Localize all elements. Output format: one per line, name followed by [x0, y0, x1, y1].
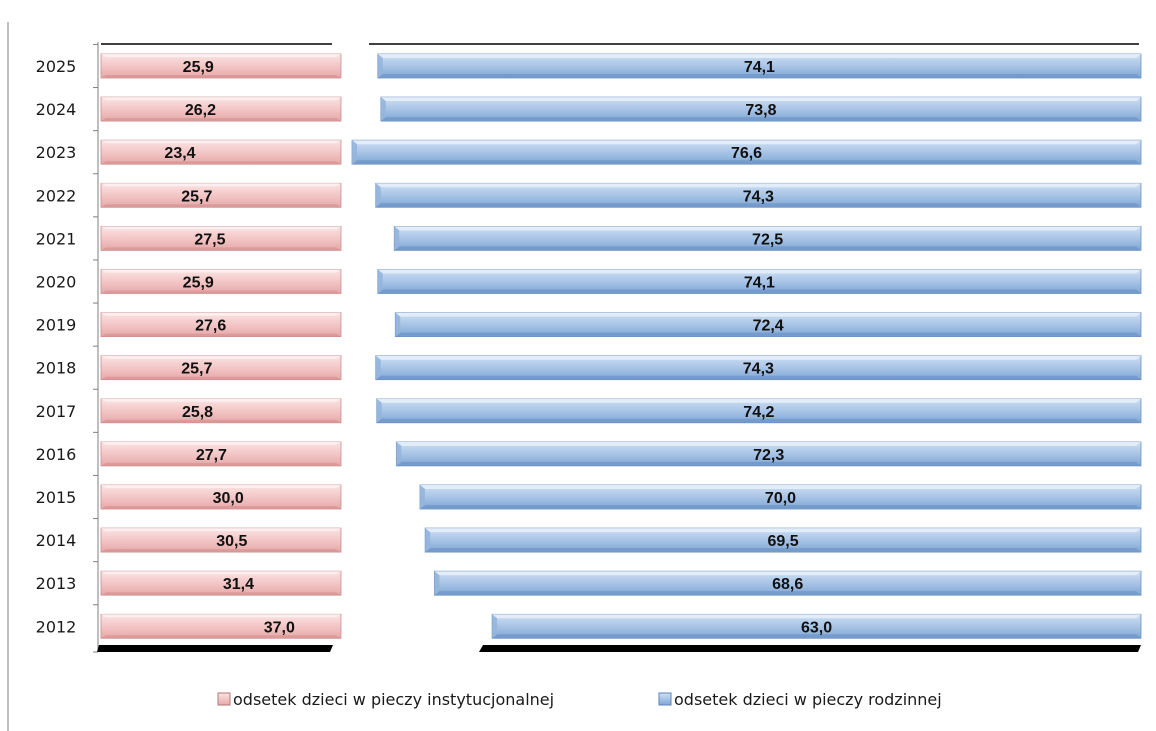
legend-item-family: odsetek dzieci w pieczy rodzinnej	[658, 690, 942, 709]
data-label-institutional: 23,4	[164, 145, 195, 162]
data-label-family: 69,5	[768, 533, 799, 550]
data-label-family: 73,8	[745, 102, 776, 119]
legend: odsetek dzieci w pieczy instytucjonalnej…	[217, 690, 942, 709]
data-label-family: 68,6	[772, 576, 803, 593]
bar-institutional	[100, 613, 342, 639]
legend-item-institutional: odsetek dzieci w pieczy instytucjonalnej	[217, 690, 554, 709]
data-label-family: 74,1	[744, 275, 775, 292]
data-label-family: 72,4	[753, 318, 784, 335]
data-label-family: 74,3	[743, 361, 774, 378]
data-label-family: 74,3	[743, 188, 774, 205]
bar-family	[393, 225, 1142, 251]
bar-family	[375, 182, 1142, 208]
legend-swatch-institutional	[217, 692, 231, 706]
y-tick-label: 2019	[36, 316, 77, 335]
data-label-family: 76,6	[731, 145, 762, 162]
y-tick-label: 2023	[36, 143, 77, 162]
bars-layer	[97, 43, 1142, 652]
bar-family	[395, 441, 1142, 467]
data-label-institutional: 27,7	[196, 447, 227, 464]
bar-family	[376, 398, 1142, 424]
y-tick-label: 2016	[36, 445, 77, 464]
data-label-institutional: 25,9	[183, 59, 214, 76]
bar-family	[377, 53, 1142, 79]
data-label-institutional: 25,7	[181, 361, 212, 378]
bar-family	[424, 527, 1142, 553]
data-label-institutional: 25,7	[181, 188, 212, 205]
y-tick-label: 2014	[36, 531, 77, 550]
bar-institutional	[100, 570, 342, 596]
y-tick-label: 2013	[36, 574, 77, 593]
data-label-family: 63,0	[801, 619, 832, 636]
y-tick-label: 2022	[36, 186, 77, 205]
bar-family	[491, 613, 1142, 639]
bar-institutional	[100, 355, 342, 381]
y-tick-label: 2017	[36, 402, 77, 421]
legend-label-family: odsetek dzieci w pieczy rodzinnej	[674, 690, 942, 709]
y-tick-label: 2018	[36, 359, 77, 378]
right-panel-floor	[479, 645, 1141, 652]
y-tick-label: 2025	[36, 57, 77, 76]
data-labels-layer: 25,9 74,1 26,2 73,8 23,4 76,6 25,7 74,3 27,5 72,5…	[164, 59, 832, 636]
data-label-family: 72,3	[753, 447, 784, 464]
bar-institutional	[100, 312, 342, 338]
bar-institutional	[100, 96, 342, 122]
bar-institutional	[100, 398, 342, 424]
bar-family	[394, 312, 1142, 338]
data-label-institutional: 25,8	[182, 404, 213, 421]
legend-label-institutional: odsetek dzieci w pieczy instytucjonalnej	[233, 690, 554, 709]
bar-family	[380, 96, 1142, 122]
bar-institutional	[100, 139, 342, 165]
data-label-institutional: 25,9	[183, 275, 214, 292]
bar-institutional	[100, 527, 342, 553]
bar-institutional	[100, 441, 342, 467]
bar-institutional	[100, 269, 342, 294]
data-label-institutional: 27,5	[194, 231, 225, 248]
data-label-family: 72,5	[752, 231, 783, 248]
left-panel-floor	[97, 645, 333, 652]
y-tick-label: 2015	[36, 488, 77, 507]
y-tick-label: 2021	[36, 229, 77, 248]
y-axis: 2025 2024 2023 2022 2021 2020 2019 2018 2017 2016…	[36, 42, 99, 653]
bar-institutional	[100, 53, 342, 79]
y-tick-label: 2012	[36, 617, 77, 636]
data-label-family: 74,1	[744, 59, 775, 76]
data-label-institutional: 31,4	[223, 576, 254, 593]
bar-family	[375, 355, 1142, 381]
data-label-institutional: 27,6	[195, 318, 226, 335]
y-tick-label: 2020	[36, 273, 77, 292]
bar-institutional	[100, 225, 342, 251]
bar-family	[351, 139, 1142, 165]
legend-swatch-family	[658, 692, 672, 706]
data-label-family: 70,0	[765, 490, 796, 507]
y-tick-label: 2024	[36, 100, 77, 119]
bar-family	[419, 484, 1142, 510]
bar-family	[434, 570, 1142, 596]
data-label-institutional: 37,0	[264, 619, 295, 636]
data-label-institutional: 26,2	[185, 102, 216, 119]
bar-institutional	[100, 484, 342, 510]
data-label-institutional: 30,0	[213, 490, 244, 507]
data-label-family: 74,2	[743, 404, 774, 421]
bar-institutional	[100, 182, 342, 208]
bar-family	[377, 269, 1142, 294]
data-label-institutional: 30,5	[216, 533, 247, 550]
